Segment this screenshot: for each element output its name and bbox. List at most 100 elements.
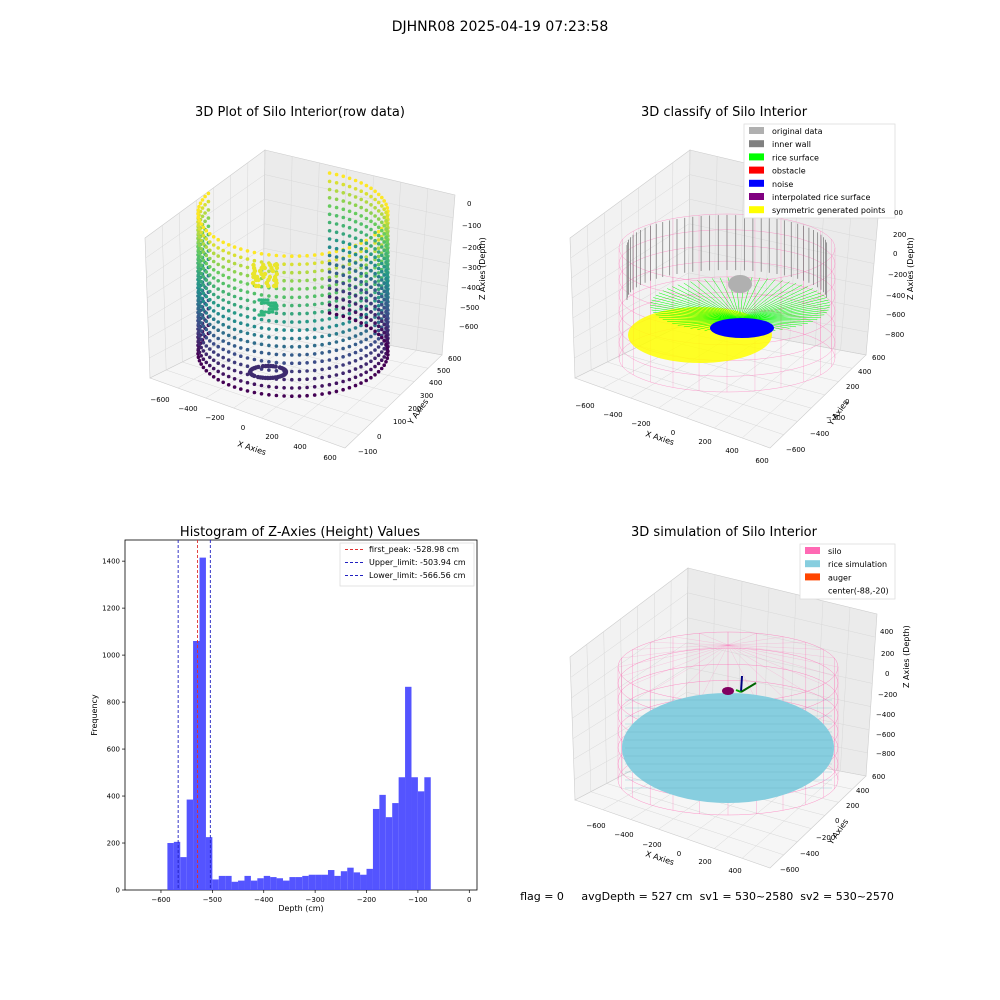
legend-label: interpolated rice surface [772,193,870,202]
histogram-bar [417,791,425,890]
panel-raw-3d: 3D Plot of Silo Interior(row data) −600 … [144,105,487,462]
x-tick-label: −200 [357,896,376,904]
histogram-bar [334,875,341,890]
panel1-ztick: −100 [462,222,481,230]
panel1-ytick: 300 [420,392,433,400]
panel4-ztick: −800 [876,750,895,758]
panel4-ytick: 200 [846,802,859,810]
panel4-zlabel: Z Axies (Depth) [902,625,911,688]
histogram-bar [315,874,322,890]
panel1-xtick: 200 [265,433,278,441]
panel1-xtick: 400 [293,443,306,451]
panel4-xtick: 0 [677,850,681,858]
histogram-legend-box [339,542,475,587]
panel4-ztick: −200 [878,691,897,699]
panel2-ytick: 600 [872,354,885,362]
panel1-ytick: 100 [393,418,406,426]
panel1-zlabel: Z Axies (Depth) [478,237,487,300]
panel1-xticks: −600 −400 −200 0 200 400 600 [150,396,336,462]
panel4-ytick: −200 [816,834,835,842]
histogram-bar [308,874,316,890]
panel2-yticks: −600 −400 −200 0 200 400 600 [786,354,885,454]
x-tick-label: 0 [467,896,471,904]
panel1-ytick: −100 [358,448,377,456]
panel2-xtick: −200 [631,420,650,428]
histogram-reference-lines [177,540,211,890]
panel2-legend-box [743,123,896,219]
panel1-ztick: −200 [462,244,481,252]
panel4-xlabel: X Axies [644,849,675,867]
axis-arrow-z [740,675,743,693]
legend-swatch [749,140,764,148]
panel2-zticks: 00 200 0 −200 −400 −600 −800 [885,209,907,339]
panel4-xtick: 400 [728,867,741,875]
panel4-legend: silo rice simulation auger center(-88,-20) [799,543,896,600]
panel1-xtick: −200 [205,414,224,422]
x-tick-label: −400 [254,896,273,904]
panel2-ytick: 0 [845,398,849,406]
panel1-ytick: 600 [448,355,461,363]
histogram-bar [231,881,239,890]
histogram-xticks: −600 −500 −400 −300 −200 −100 0 [151,890,472,904]
panel4-rice-simulation [622,693,834,803]
panel1-ytick: 400 [429,379,442,387]
histogram-bar [180,857,187,890]
y-tick-label: 800 [107,699,120,707]
panel4-ztick: −600 [876,731,895,739]
panel1-grid [145,156,454,439]
legend-label: symmetric generated points [772,206,885,215]
panel1-ztick: −400 [461,284,480,292]
panel1-ztick: −500 [460,304,479,312]
panel2-ytick: −400 [810,430,829,438]
panel1-floor [149,321,443,449]
histogram-bar [372,808,380,890]
panel4-ztick: 0 [885,670,889,678]
panel2-xtick: 200 [698,438,711,446]
panel2-title: 3D classify of Silo Interior [641,105,808,120]
histogram-bars [167,557,431,890]
panel-histogram: Histogram of Z-Axies (Height) Values −60… [90,525,478,913]
y-tick-label: 600 [107,746,120,754]
panel4-ytick: 400 [856,787,869,795]
legend-label: Lower_limit: -566.56 cm [369,571,466,580]
panel4-xticks: −600 −400 −200 0 200 400 [586,822,741,875]
histogram-bar [366,868,373,890]
panel4-zticks: 400 200 0 −200 −400 −600 −800 [876,628,897,758]
panel2-ytick: −600 [786,446,805,454]
panel2-classified-points [626,215,831,363]
histogram-bar [321,874,328,890]
axis-arrow-y [740,682,757,693]
legend-swatch [749,179,764,187]
histogram-bar [360,874,367,890]
legend-swatch [749,206,764,214]
panel4-ztick: 400 [880,628,893,636]
histogram-bar [218,875,226,890]
legend-swatch [749,166,764,174]
panel2-xtick: 600 [755,457,768,465]
panel2-zlabel: Z Axies (Depth) [906,237,915,300]
legend-label: center(-88,-20) [828,587,889,596]
panel2-xticks: −600 −400 −200 0 200 400 600 [575,402,768,465]
panel2-ztick: 200 [893,231,906,239]
panel4-xtick: −200 [642,841,661,849]
histogram-bar [392,803,399,890]
panel4-yticks: −600 −400 −200 0 200 400 600 [780,773,885,874]
x-tick-label: −100 [408,896,427,904]
panel2-xtick: −600 [575,402,594,410]
panel2-xtick: 400 [725,447,738,455]
legend-swatch [805,547,820,554]
histogram-bar [250,880,258,890]
panel2-ztick: −800 [885,331,904,339]
panel2-ztick: −400 [886,292,905,300]
x-tick-label: −600 [151,896,170,904]
histogram-bar [411,777,418,890]
panel1-ytick: 500 [437,367,450,375]
panel1-ztick: −600 [459,323,478,331]
chart-title: Histogram of Z-Axies (Height) Values [180,525,420,540]
histogram-bar [302,875,309,890]
histogram-bar [379,794,386,890]
panel2-ytick: 400 [858,368,871,376]
figure-suptitle: DJHNR08 2025-04-19 07:23:58 [392,19,609,35]
histogram-bar [205,837,213,890]
